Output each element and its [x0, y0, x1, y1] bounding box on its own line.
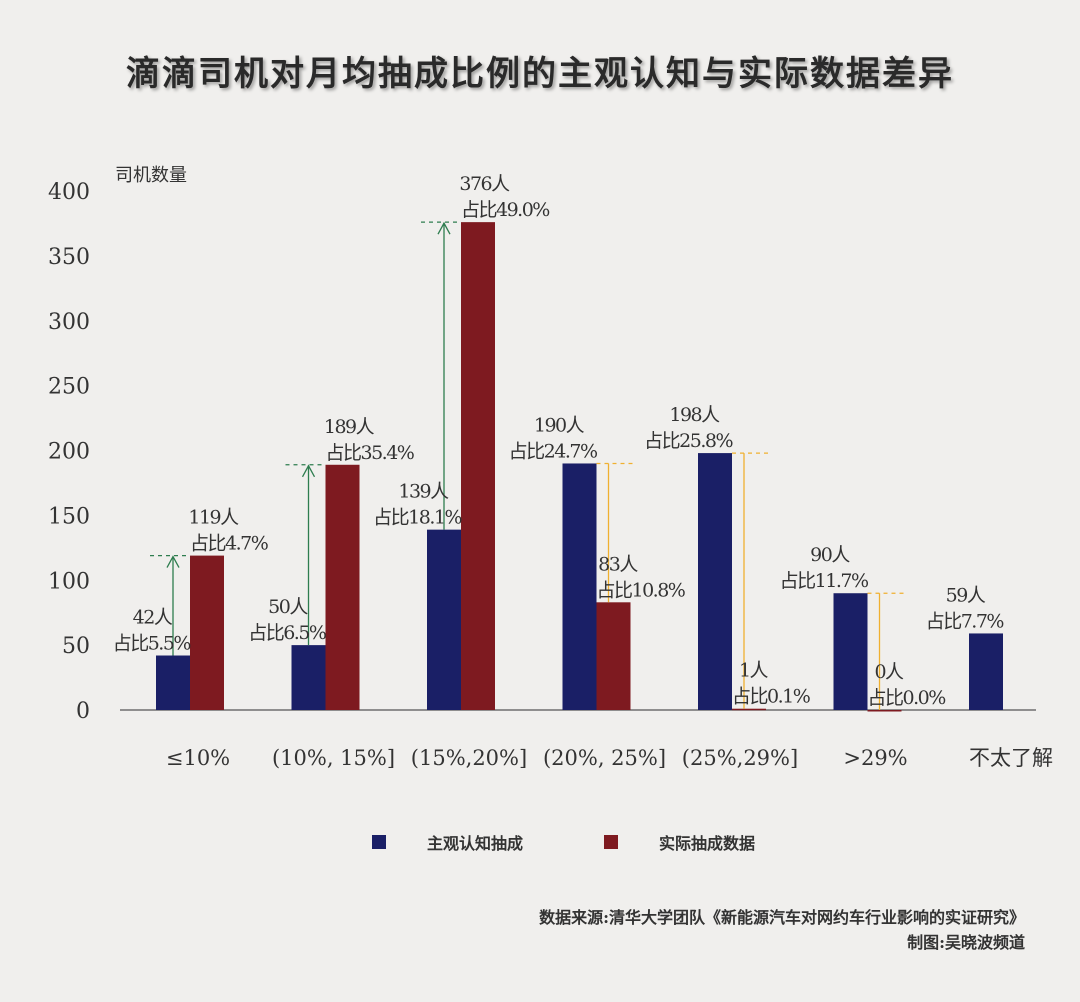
arrow-head	[166, 555, 180, 568]
y-tick-label: 250	[48, 375, 90, 400]
data-label-actual-count: 1人	[739, 660, 769, 682]
data-label-perceived-share: 占比5.5%	[113, 633, 191, 655]
x-tick-label: ≤10%	[166, 746, 230, 770]
x-tick-label: 不太了解	[969, 746, 1053, 770]
arrow-head	[437, 221, 451, 235]
data-label-perceived-share: 占比25.8%	[644, 430, 732, 452]
data-source: 数据来源:清华大学团队《新能源汽车对网约车行业影响的实证研究》	[539, 908, 1025, 927]
data-label-actual-share: 占比0.1%	[732, 686, 810, 708]
data-label-actual-share: 占比10.8%	[597, 579, 685, 601]
data-label-actual-count: 0人	[874, 661, 904, 683]
bar-perceived	[833, 593, 868, 710]
y-tick-label: 300	[48, 310, 90, 335]
x-tick-label: (20%, 25%]	[543, 746, 666, 770]
bar-perceived	[291, 645, 326, 710]
data-label-perceived-share: 占比7.7%	[926, 610, 1004, 632]
y-tick-label: 400	[48, 180, 90, 205]
data-label-actual-count: 189人	[324, 416, 375, 438]
chart-title: 滴滴司机对月均抽成比例的主观认知与实际数据差异	[126, 54, 954, 94]
data-label-actual-count: 376人	[459, 173, 510, 195]
credit: 制图:吴晓波频道	[907, 933, 1025, 952]
data-label-actual-share: 占比0.0%	[868, 687, 946, 709]
bar-actual	[867, 710, 902, 712]
data-label-perceived-count: 139人	[398, 481, 449, 503]
data-label-actual-share: 占比49.0%	[461, 199, 549, 221]
bar-perceived	[562, 463, 597, 710]
data-label-perceived-share: 占比6.5%	[248, 622, 326, 644]
data-label-actual-share: 占比4.7%	[190, 533, 268, 555]
y-tick-label: 150	[48, 504, 90, 529]
y-axis-label: 司机数量	[115, 165, 187, 186]
bar-actual	[732, 708, 766, 711]
legend-label: 实际抽成数据	[659, 834, 755, 853]
legend-label: 主观认知抽成	[427, 834, 523, 853]
bar-actual	[190, 555, 224, 710]
x-tick-label: >29%	[843, 746, 907, 770]
arrow-head	[301, 464, 316, 478]
bar-perceived	[156, 655, 190, 710]
legend-swatch	[372, 835, 386, 849]
data-label-perceived-share: 占比11.7%	[780, 570, 868, 592]
bar-actual	[596, 602, 631, 710]
data-label-perceived-count: 198人	[669, 404, 720, 426]
data-label-perceived-count: 59人	[946, 584, 986, 606]
y-tick-label: 350	[48, 245, 90, 270]
legend-swatch	[604, 835, 618, 849]
data-label-perceived-count: 50人	[268, 596, 308, 618]
x-tick-label: (25%,29%]	[682, 746, 798, 770]
data-label-perceived-count: 190人	[534, 414, 585, 436]
y-tick-label: 0	[76, 699, 90, 724]
data-label-actual-share: 占比35.4%	[326, 442, 414, 464]
y-tick-label: 200	[48, 440, 90, 465]
data-label-perceived-share: 占比18.1%	[373, 507, 461, 529]
bar-perceived	[698, 453, 732, 710]
data-label-actual-count: 83人	[598, 553, 638, 575]
bar-perceived	[427, 529, 461, 710]
data-label-actual-count: 119人	[188, 507, 239, 529]
bar-perceived	[969, 633, 1003, 710]
y-tick-label: 50	[62, 634, 90, 659]
data-label-perceived-share: 占比24.7%	[509, 440, 597, 462]
data-label-perceived-count: 90人	[810, 544, 850, 566]
x-tick-label: (15%,20%]	[411, 746, 527, 770]
x-tick-label: (10%, 15%]	[272, 746, 395, 770]
bar-actual	[461, 222, 495, 710]
y-tick-label: 100	[48, 569, 90, 594]
data-label-perceived-count: 42人	[133, 607, 173, 629]
bar-actual	[325, 464, 360, 710]
